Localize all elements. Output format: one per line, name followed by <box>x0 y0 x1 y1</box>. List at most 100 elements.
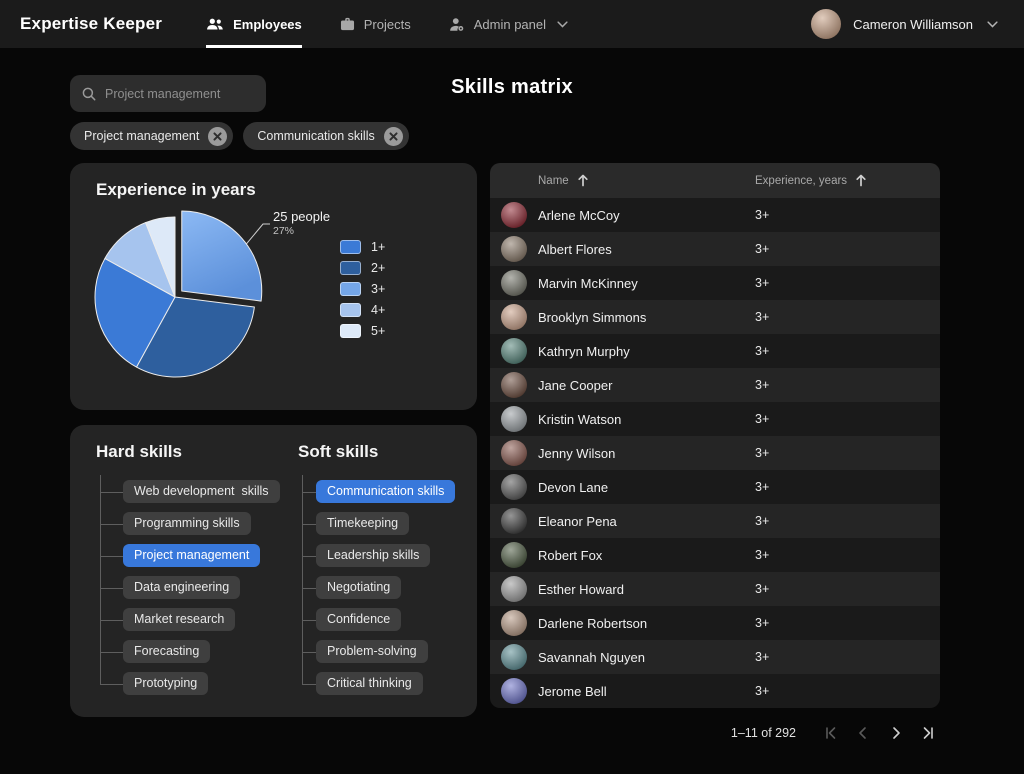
skill-chip[interactable]: Web development skills <box>123 480 280 503</box>
table-row[interactable]: Jerome Bell 3+ <box>490 674 940 708</box>
avatar <box>501 372 527 398</box>
table-row[interactable]: Kristin Watson 3+ <box>490 402 940 436</box>
employee-name: Albert Flores <box>538 242 612 257</box>
skill-chip[interactable]: Timekeeping <box>316 512 410 535</box>
experience-value: 3+ <box>755 616 770 630</box>
experience-value: 3+ <box>755 412 770 426</box>
app-logo[interactable]: Expertise Keeper <box>20 14 163 33</box>
employee-name: Arlene McCoy <box>538 208 620 223</box>
legend-item: 4+ <box>340 303 385 317</box>
remove-filter-icon[interactable] <box>208 126 228 146</box>
skill-chip[interactable]: Communication skills <box>316 480 456 503</box>
experience-value: 3+ <box>755 684 770 698</box>
table-row[interactable]: Jenny Wilson 3+ <box>490 436 940 470</box>
pie-slice-5+[interactable] <box>145 216 176 298</box>
table-row[interactable]: Darlene Robertson 3+ <box>490 606 940 640</box>
table-row[interactable]: Esther Howard 3+ <box>490 572 940 606</box>
nav-item-employees[interactable]: Employees <box>206 0 302 48</box>
hard-skills-tree: Web development skills Programming skills… <box>100 480 280 695</box>
avatar <box>501 202 527 228</box>
table-row[interactable]: Arlene McCoy 3+ <box>490 198 940 232</box>
nav-item-admin-panel[interactable]: Admin panel <box>449 0 568 48</box>
skill-chip[interactable]: Critical thinking <box>316 672 423 695</box>
skill-chip[interactable]: Market research <box>123 608 236 631</box>
employee-name: Kristin Watson <box>538 412 622 427</box>
user-menu[interactable]: Cameron Williamson <box>811 0 998 48</box>
tree-item: Leadership skills <box>302 544 455 567</box>
pie-slice-1+[interactable] <box>94 257 176 368</box>
legend-label: 5+ <box>371 324 386 338</box>
employee-name: Savannah Nguyen <box>538 650 645 665</box>
remove-filter-icon[interactable] <box>383 126 403 146</box>
previous-page-button[interactable] <box>854 724 872 742</box>
tree-item: Data engineering <box>100 576 280 599</box>
pie-slice-3+[interactable] <box>181 210 263 302</box>
nav-item-projects[interactable]: Projects <box>340 0 411 48</box>
skill-chip[interactable]: Negotiating <box>316 576 402 599</box>
table-row[interactable]: Savannah Nguyen 3+ <box>490 640 940 674</box>
avatar <box>501 678 527 704</box>
first-page-button[interactable] <box>821 724 839 742</box>
table-row[interactable]: Eleanor Pena 3+ <box>490 504 940 538</box>
legend-swatch <box>340 240 361 254</box>
experience-value: 3+ <box>755 548 770 562</box>
employee-name: Esther Howard <box>538 582 624 597</box>
table-row[interactable]: Albert Flores 3+ <box>490 232 940 266</box>
table-row[interactable]: Kathryn Murphy 3+ <box>490 334 940 368</box>
skill-chip[interactable]: Data engineering <box>123 576 241 599</box>
annotation-people: 25 people <box>273 209 331 224</box>
sort-by-name[interactable]: Name <box>538 163 589 198</box>
annotation-percent: 27% <box>273 225 295 237</box>
employee-name: Eleanor Pena <box>538 514 617 529</box>
skill-chip[interactable]: Confidence <box>316 608 402 631</box>
experience-value: 3+ <box>755 378 770 392</box>
table-row[interactable]: Brooklyn Simmons 3+ <box>490 300 940 334</box>
skill-chip[interactable]: Problem-solving <box>316 640 428 663</box>
nav-label: Admin panel <box>473 16 547 32</box>
legend-item: 2+ <box>340 261 385 275</box>
pie-annotation: 25 people 27% <box>273 209 330 237</box>
table-row[interactable]: Jane Cooper 3+ <box>490 368 940 402</box>
avatar <box>501 576 527 602</box>
tree-item: Communication skills <box>302 480 456 503</box>
experience-value: 3+ <box>755 480 770 494</box>
skills-card: Hard skills Soft skills Web development … <box>70 425 477 717</box>
active-filters: Project management Communication skills <box>70 122 409 150</box>
tree-line <box>100 475 101 684</box>
chart-title: Experience in years <box>96 180 256 199</box>
employee-name: Brooklyn Simmons <box>538 310 647 325</box>
filter-chip: Project management <box>70 122 234 150</box>
tree-item: Web development skills <box>100 480 280 503</box>
avatar <box>501 270 527 296</box>
people-icon <box>206 18 224 31</box>
table-row[interactable]: Devon Lane 3+ <box>490 470 940 504</box>
employee-name: Darlene Robertson <box>538 616 648 631</box>
skill-chip[interactable]: Leadership skills <box>316 544 431 567</box>
main-nav: Employees Projects Admin panel <box>206 0 568 48</box>
tree-line <box>302 475 303 684</box>
sort-by-experience[interactable]: Experience, years <box>755 163 867 198</box>
skill-chip[interactable]: Project management <box>123 544 261 567</box>
nav-label: Projects <box>363 16 411 32</box>
next-page-button[interactable] <box>887 724 905 742</box>
legend-label: 3+ <box>371 282 386 296</box>
search-input[interactable] <box>105 86 254 101</box>
sort-asc-icon <box>855 174 867 187</box>
last-page-button[interactable] <box>920 724 938 742</box>
table-row[interactable]: Marvin McKinney 3+ <box>490 266 940 300</box>
tree-item: Negotiating <box>302 576 455 599</box>
tree-item: Forecasting <box>100 640 280 663</box>
pagination: 1–11 of 292 <box>731 724 938 742</box>
employee-name: Jenny Wilson <box>538 446 616 461</box>
experience-value: 3+ <box>755 344 770 358</box>
experience-chart-card: Experience in years 25 people 27% 1+ 2+ 3+… <box>70 163 477 410</box>
pie-slice-2+[interactable] <box>135 296 255 378</box>
skill-search[interactable] <box>70 75 266 112</box>
skill-chip[interactable]: Forecasting <box>123 640 211 663</box>
skill-chip[interactable]: Prototyping <box>123 672 209 695</box>
top-navbar: Expertise Keeper Employees Projects <box>0 0 1024 48</box>
table-row[interactable]: Robert Fox 3+ <box>490 538 940 572</box>
skill-chip[interactable]: Programming skills <box>123 512 251 535</box>
avatar <box>501 508 527 534</box>
page-title: Skills matrix <box>451 76 573 98</box>
